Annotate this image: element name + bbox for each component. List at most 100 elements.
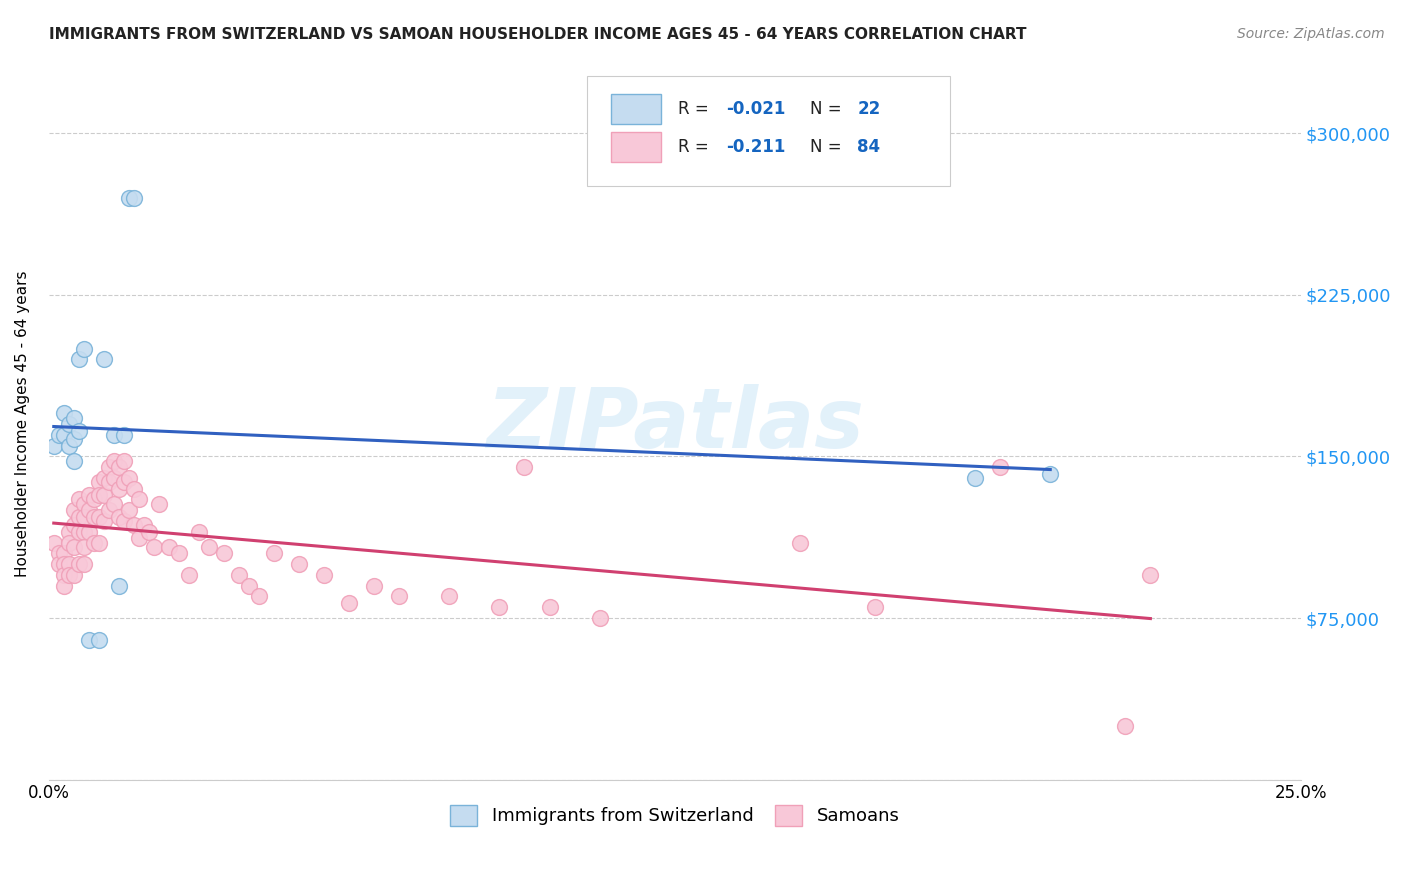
- Point: [58, 524, 80, 539]
- Point: [52, 546, 75, 560]
- Point: [538, 600, 561, 615]
- Point: [103, 497, 125, 511]
- Point: [1114, 719, 1136, 733]
- Point: [93, 471, 115, 485]
- Text: 84: 84: [858, 137, 880, 156]
- Point: [83, 509, 105, 524]
- Point: [122, 482, 145, 496]
- Point: [97, 460, 120, 475]
- Point: [67, 509, 90, 524]
- Point: [73, 342, 96, 356]
- Point: [87, 509, 110, 524]
- Point: [142, 540, 165, 554]
- Point: [177, 568, 200, 582]
- Point: [118, 471, 141, 485]
- Point: [48, 557, 70, 571]
- Point: [112, 427, 135, 442]
- Point: [73, 557, 96, 571]
- Point: [488, 600, 510, 615]
- Point: [93, 514, 115, 528]
- Legend: Immigrants from Switzerland, Samoans: Immigrants from Switzerland, Samoans: [441, 796, 908, 835]
- Point: [87, 475, 110, 490]
- Point: [62, 432, 84, 446]
- Text: N =: N =: [810, 100, 846, 118]
- Point: [58, 568, 80, 582]
- Point: [128, 492, 150, 507]
- Text: -0.211: -0.211: [725, 137, 786, 156]
- Point: [87, 488, 110, 502]
- Point: [112, 514, 135, 528]
- Point: [52, 568, 75, 582]
- Point: [337, 596, 360, 610]
- Point: [103, 453, 125, 467]
- Text: N =: N =: [810, 137, 846, 156]
- Point: [42, 535, 65, 549]
- Point: [67, 424, 90, 438]
- Text: R =: R =: [679, 100, 714, 118]
- Point: [52, 579, 75, 593]
- Point: [67, 352, 90, 367]
- Point: [789, 535, 811, 549]
- Point: [314, 568, 336, 582]
- Text: R =: R =: [679, 137, 714, 156]
- Point: [83, 492, 105, 507]
- Point: [513, 460, 536, 475]
- Point: [108, 509, 131, 524]
- Point: [108, 482, 131, 496]
- Point: [138, 524, 160, 539]
- Text: IMMIGRANTS FROM SWITZERLAND VS SAMOAN HOUSEHOLDER INCOME AGES 45 - 64 YEARS CORR: IMMIGRANTS FROM SWITZERLAND VS SAMOAN HO…: [49, 27, 1026, 42]
- Point: [58, 439, 80, 453]
- Point: [103, 427, 125, 442]
- Point: [93, 488, 115, 502]
- Point: [288, 557, 311, 571]
- Point: [238, 579, 260, 593]
- Point: [62, 453, 84, 467]
- Point: [388, 590, 411, 604]
- Point: [58, 535, 80, 549]
- Point: [863, 600, 886, 615]
- Point: [132, 518, 155, 533]
- Point: [108, 579, 131, 593]
- Point: [93, 352, 115, 367]
- Point: [122, 518, 145, 533]
- Text: ZIPatlas: ZIPatlas: [485, 384, 863, 465]
- Point: [212, 546, 235, 560]
- Point: [87, 535, 110, 549]
- Point: [122, 191, 145, 205]
- Point: [73, 497, 96, 511]
- Point: [112, 475, 135, 490]
- Point: [118, 191, 141, 205]
- Point: [1039, 467, 1062, 481]
- Point: [42, 439, 65, 453]
- Point: [58, 417, 80, 431]
- Point: [228, 568, 250, 582]
- Point: [965, 471, 987, 485]
- Point: [83, 535, 105, 549]
- Point: [62, 540, 84, 554]
- Point: [1139, 568, 1161, 582]
- Point: [77, 488, 100, 502]
- Point: [58, 557, 80, 571]
- Point: [167, 546, 190, 560]
- Point: [112, 453, 135, 467]
- FancyBboxPatch shape: [610, 95, 661, 124]
- Text: 22: 22: [858, 100, 880, 118]
- Point: [588, 611, 610, 625]
- Point: [77, 524, 100, 539]
- Point: [62, 503, 84, 517]
- Point: [52, 557, 75, 571]
- Point: [77, 503, 100, 517]
- Point: [247, 590, 270, 604]
- Point: [48, 546, 70, 560]
- Point: [73, 509, 96, 524]
- Point: [148, 497, 170, 511]
- Point: [97, 475, 120, 490]
- Point: [62, 410, 84, 425]
- Point: [52, 427, 75, 442]
- Point: [87, 632, 110, 647]
- Point: [157, 540, 180, 554]
- Point: [439, 590, 461, 604]
- Point: [198, 540, 221, 554]
- Point: [363, 579, 385, 593]
- Point: [118, 503, 141, 517]
